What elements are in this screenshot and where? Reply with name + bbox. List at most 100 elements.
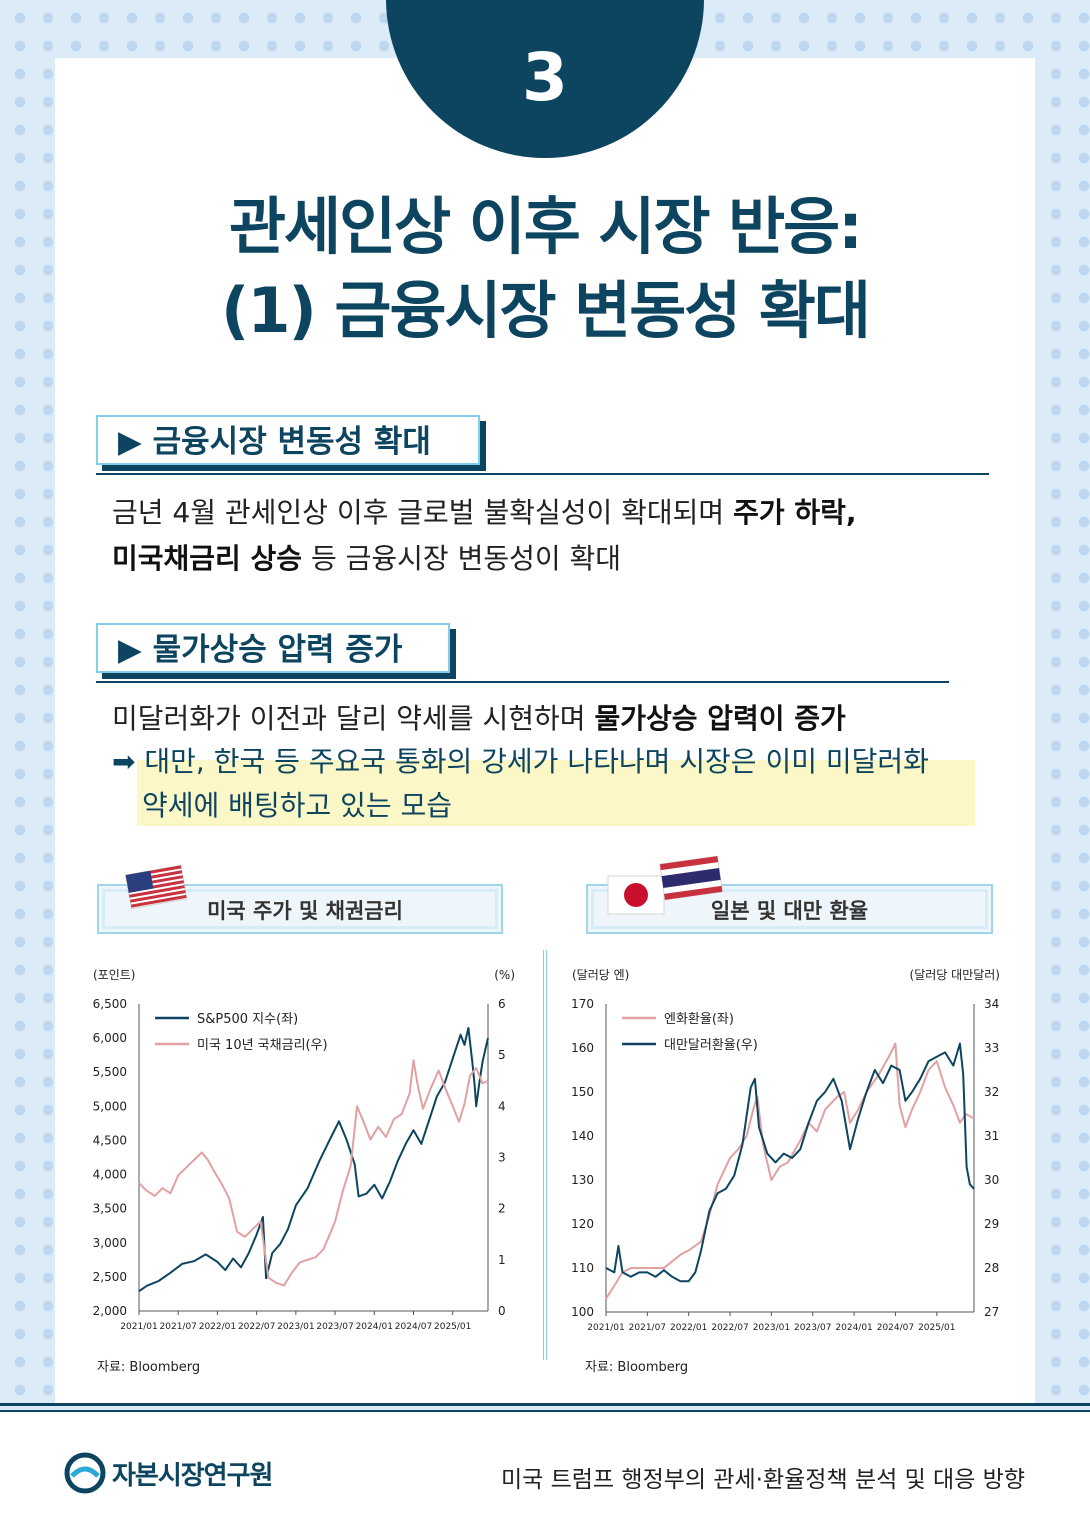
kcmi-logo-icon (64, 1452, 106, 1494)
left-tick-label: 6,500 (93, 997, 127, 1011)
x-tick-label: 2021/01 (120, 1322, 157, 1332)
series-line-2 (138, 1059, 489, 1287)
x-tick-label: 2024/01 (356, 1322, 393, 1332)
x-tick-label: 2024/07 (877, 1323, 914, 1333)
chart1-title: 미국 주가 및 채권금리 (97, 884, 503, 934)
chart2-source: 자료: Bloomberg (585, 1360, 689, 1375)
right-tick-label: 28 (984, 1261, 999, 1275)
left-tick-label: 5,500 (93, 1065, 127, 1079)
x-tick-label: 2023/07 (794, 1323, 831, 1333)
section1-line1-bold: 주가 하락, (733, 496, 857, 529)
x-tick-label: 2022/01 (670, 1323, 707, 1333)
left-tick-label: 4,500 (93, 1133, 127, 1147)
section2-paragraph: 미달러화가 이전과 달리 약세를 시현하며 물가상승 압력이 증가 (112, 696, 846, 742)
left-tick-label: 5,000 (93, 1099, 127, 1113)
right-tick-label: 1 (498, 1253, 506, 1267)
right-tick-label: 27 (984, 1305, 999, 1319)
page-title: 관세인상 이후 시장 반응: (1) 금융시장 변동성 확대 (0, 185, 1090, 353)
legend-label: 미국 10년 국채금리(우) (197, 1038, 328, 1053)
right-tick-label: 6 (498, 997, 506, 1011)
org-name: 자본시장연구원 (112, 1461, 273, 1491)
right-axis-unit: (달러당 대만달러) (910, 968, 1000, 982)
page-title-line2: (1) 금융시장 변동성 확대 (221, 274, 871, 347)
left-tick-label: 120 (571, 1217, 594, 1231)
section-divider (96, 473, 989, 475)
highlight-line1: 대만, 한국 등 주요국 통화의 강세가 나타나며 시장은 이미 미달러화 (144, 745, 929, 778)
left-tick-label: 100 (571, 1305, 594, 1319)
right-tick-label: 5 (498, 1048, 506, 1062)
thailand-flag-icon (659, 855, 723, 901)
right-tick-label: 4 (498, 1099, 506, 1113)
right-tick-label: 2 (498, 1202, 506, 1216)
left-tick-label: 4,000 (93, 1168, 127, 1182)
highlight-text: ➡ 대만, 한국 등 주요국 통화의 강세가 나타나며 시장은 이미 미달러화 … (112, 740, 929, 828)
right-tick-label: 34 (984, 997, 999, 1011)
jpy-twd-fx-chart: (달러당 엔) (달러당 대만달러) 170 160 150 140 130 120 110 10… (571, 968, 1000, 1333)
left-tick-label: 140 (571, 1129, 594, 1143)
legend-label: 대만달러환율(우) (664, 1038, 758, 1053)
x-tick-label: 2025/01 (434, 1322, 471, 1332)
x-tick-label: 2023/07 (316, 1322, 353, 1332)
left-tick-label: 3,000 (93, 1236, 127, 1250)
footer-divider (0, 1410, 1090, 1412)
section-heading-inflation: ▶ 물가상승 압력 증가 (96, 623, 450, 673)
report-title: 미국 트럼프 행정부의 관세·환율정책 분석 및 대응 방향 (500, 1467, 1025, 1493)
chart-divider (543, 950, 547, 1360)
left-tick-label: 130 (571, 1173, 594, 1187)
section1-line2-bold: 미국채금리 상승 (112, 542, 303, 575)
footer-divider (0, 1403, 1090, 1406)
left-tick-label: 110 (571, 1261, 594, 1275)
x-tick-label: 2021/07 (629, 1323, 666, 1333)
right-tick-label: 32 (984, 1085, 999, 1099)
x-tick-label: 2024/07 (395, 1322, 432, 1332)
page-title-line1: 관세인상 이후 시장 반응: (229, 190, 863, 263)
legend-label: 엔화환율(좌) (664, 1012, 734, 1027)
chart2-title-text: 일본 및 대만 환율 (710, 899, 869, 923)
footer (0, 1412, 1090, 1538)
x-tick-label: 2024/01 (835, 1323, 872, 1333)
left-tick-label: 2,000 (93, 1304, 127, 1318)
section-heading-volatility: ▶ 금융시장 변동성 확대 (96, 415, 480, 465)
left-tick-label: 3,500 (93, 1202, 127, 1216)
chart1-source: 자료: Bloomberg (97, 1360, 201, 1375)
left-tick-label: 6,000 (93, 1031, 127, 1045)
series-line-1 (138, 1026, 489, 1293)
right-tick-label: 3 (498, 1151, 506, 1165)
left-tick-label: 170 (571, 997, 594, 1011)
right-tick-label: 0 (498, 1304, 506, 1318)
series-line-2 (605, 1042, 975, 1283)
us-flag-icon (125, 864, 188, 910)
right-tick-label: 29 (984, 1217, 999, 1231)
highlight-background (137, 760, 975, 826)
left-axis-unit: (달러당 엔) (572, 968, 629, 982)
left-tick-label: 160 (571, 1041, 594, 1055)
highlight-line2: 약세에 배팅하고 있는 모습 (142, 789, 453, 822)
x-tick-label: 2022/07 (711, 1323, 748, 1333)
x-tick-label: 2022/07 (238, 1322, 275, 1332)
section-number: 3 (522, 39, 568, 116)
x-tick-label: 2023/01 (753, 1323, 790, 1333)
x-tick-label: 2021/07 (160, 1322, 197, 1332)
left-axis-unit: (포인트) (93, 968, 135, 982)
right-tick-label: 30 (984, 1173, 999, 1187)
section1-line2-text: 등 금융시장 변동성이 확대 (302, 542, 622, 575)
arrow-right-icon: ➡ (112, 745, 136, 778)
x-tick-label: 2021/01 (587, 1323, 624, 1333)
x-tick-label: 2025/01 (918, 1323, 955, 1333)
section2-line1-bold: 물가상승 압력이 증가 (594, 702, 846, 735)
japan-flag-icon (607, 875, 665, 915)
chart1-title-text: 미국 주가 및 채권금리 (207, 899, 403, 923)
legend-label: S&P500 지수(좌) (197, 1012, 298, 1027)
x-tick-label: 2022/01 (199, 1322, 236, 1332)
x-tick-label: 2023/01 (277, 1322, 314, 1332)
left-tick-label: 2,500 (93, 1270, 127, 1284)
right-tick-label: 31 (984, 1129, 999, 1143)
section-divider (96, 681, 949, 683)
us-stock-bond-chart: (포인트) (%) 6,500 6,000 5,500 5,000 4,500 4,000 3,… (93, 968, 515, 1332)
right-axis-unit: (%) (494, 968, 515, 982)
right-tick-label: 33 (984, 1041, 999, 1055)
section1-line1-text: 금년 4월 관세인상 이후 글로벌 불확실성이 확대되며 (112, 496, 734, 529)
section2-line1-text: 미달러화가 이전과 달리 약세를 시현하며 (112, 702, 595, 735)
section1-paragraph: 금년 4월 관세인상 이후 글로벌 불확실성이 확대되며 주가 하락, 미국채금… (112, 490, 857, 582)
left-tick-label: 150 (571, 1085, 594, 1099)
